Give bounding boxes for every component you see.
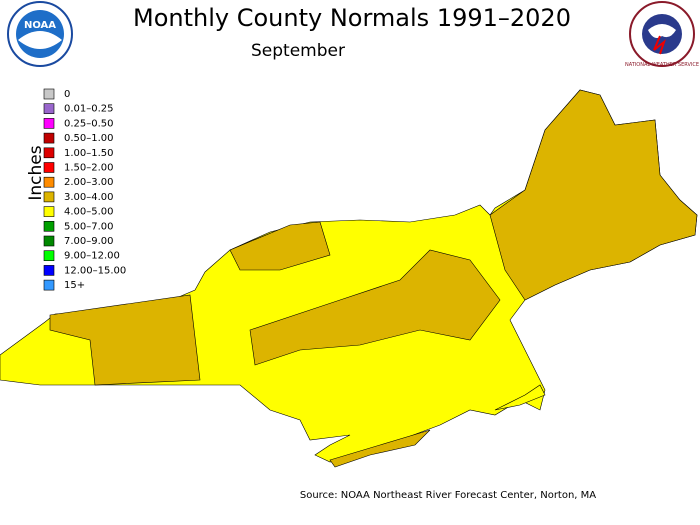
legend-swatch [43, 191, 55, 203]
legend-swatch [43, 103, 55, 114]
legend-label: 2.00–3.00 [64, 177, 114, 188]
legend-swatch [43, 265, 55, 276]
legend-label: 15+ [64, 280, 85, 291]
legend-label: 7.00–9.00 [64, 236, 114, 247]
legend-swatch [43, 250, 55, 261]
legend-swatch [43, 221, 55, 232]
region [249, 249, 501, 366]
map [0, 89, 698, 468]
noaa-logo-text: NOAA [24, 20, 56, 31]
legend-label: 1.00–1.50 [64, 148, 114, 159]
legend-swatch [43, 206, 55, 217]
nws-logo: NATIONAL WEATHER SERVICE [625, 1, 699, 68]
legend-swatch [43, 279, 55, 291]
legend-label: 4.00–5.00 [64, 207, 114, 218]
subtitle: September [251, 41, 345, 61]
legend-label: 0.01–0.25 [64, 104, 114, 115]
legend-label: 5.00–7.00 [64, 221, 114, 232]
legend-swatch [43, 162, 55, 173]
region [489, 89, 698, 301]
region [329, 429, 431, 468]
legend-label: 12.00–15.00 [64, 265, 126, 276]
region [49, 294, 201, 386]
legend-label: 0.50–1.00 [64, 133, 114, 144]
title: Monthly County Normals 1991–2020 [133, 4, 571, 32]
region [229, 221, 331, 271]
region [494, 384, 546, 411]
legend-label: 0.25–0.50 [64, 118, 114, 129]
legend-swatch [43, 176, 55, 188]
legend-swatch [43, 147, 55, 159]
legend-swatch [43, 88, 55, 100]
noaa-logo: NOAA [7, 1, 73, 67]
legend-swatch [43, 132, 55, 144]
legend: 0 0.01–0.25 0.25–0.50 0.50–1.00 1.00–1.50 1.5… [43, 88, 126, 291]
legend-label: 9.00–12.00 [64, 251, 120, 262]
legend-label: 0 [64, 89, 70, 100]
legend-axis-label: Inches [26, 145, 46, 200]
source: Source: NOAA Northeast River Forecast Ce… [300, 490, 596, 501]
legend-swatch [43, 235, 55, 247]
legend-label: 1.50–2.00 [64, 163, 114, 174]
legend-label: 3.00–4.00 [64, 192, 114, 203]
nws-logo-text: NATIONAL WEATHER SERVICE [625, 62, 699, 68]
legend-swatch [43, 118, 55, 129]
